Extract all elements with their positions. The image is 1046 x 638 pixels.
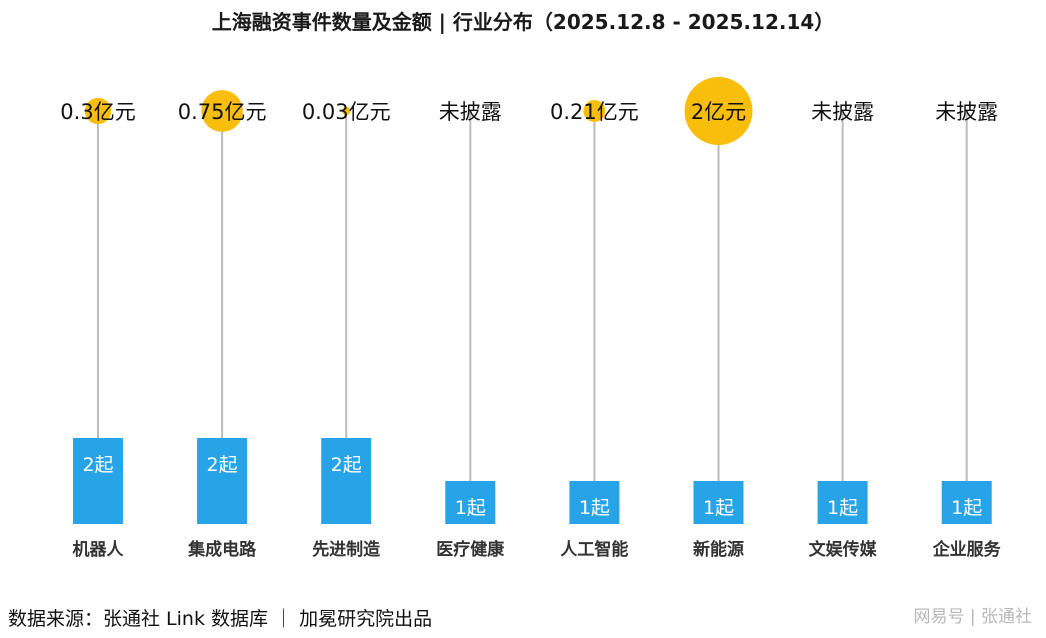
count-bar <box>693 481 744 524</box>
count-label: 2起 <box>207 454 238 476</box>
chart-title: 上海融资事件数量及金额 | 行业分布（2025.12.8 - 2025.12.1… <box>211 10 835 34</box>
count-bar <box>321 438 372 524</box>
count-label: 2起 <box>82 454 113 476</box>
count-label: 1起 <box>951 497 982 519</box>
category-label: 集成电路 <box>187 539 257 560</box>
count-label: 1起 <box>703 497 734 519</box>
amount-label: 0.75亿元 <box>178 100 267 124</box>
amount-label: 0.21亿元 <box>550 100 639 124</box>
amount-label: 0.3亿元 <box>60 100 135 124</box>
category-label: 人工智能 <box>560 539 628 560</box>
count-bar <box>941 481 992 524</box>
category-label: 企业服务 <box>932 539 1002 560</box>
data-source-note: 数据来源：张通社 Link 数据库 ｜ 加冕研究院出品 <box>8 608 433 630</box>
count-bar <box>197 438 248 524</box>
amount-bubble <box>583 99 606 123</box>
category-label: 机器人 <box>73 539 125 560</box>
amount-bubble <box>201 90 243 132</box>
amount-label: 2亿元 <box>691 100 746 124</box>
count-bar <box>817 481 868 524</box>
watermark: 网易号 | 张通社 <box>913 607 1032 627</box>
category-label: 先进制造 <box>312 539 381 560</box>
category-label: 文娱传媒 <box>809 539 878 560</box>
count-label: 1起 <box>579 497 610 519</box>
amount-bubble <box>84 97 112 125</box>
amount-label: 未披露 <box>811 100 874 124</box>
count-label: 2起 <box>331 454 362 476</box>
count-bar <box>445 481 496 524</box>
count-label: 1起 <box>455 497 486 519</box>
count-bar <box>569 481 620 524</box>
category-label: 新能源 <box>693 539 744 560</box>
count-label: 1起 <box>827 497 858 519</box>
amount-bubble <box>342 106 351 116</box>
count-bar <box>73 438 123 524</box>
amount-label: 未披露 <box>439 100 502 124</box>
amount-label: 未披露 <box>935 100 998 124</box>
amount-label: 0.03亿元 <box>302 100 391 124</box>
category-label: 医疗健康 <box>436 539 505 560</box>
amount-bubble <box>684 77 753 145</box>
